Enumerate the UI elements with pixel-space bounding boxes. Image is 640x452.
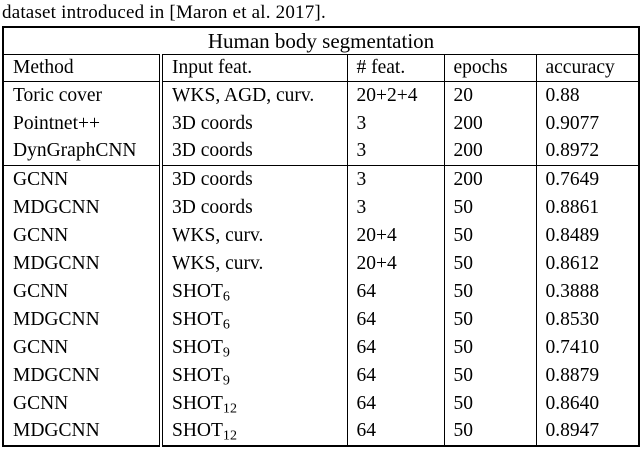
cell-input-feat: SHOT6 (159, 305, 347, 334)
input-feat-subscript: 6 (222, 288, 230, 304)
input-feat-subscript: 12 (222, 400, 237, 416)
table-row: MDGCNN WKS, curv. 20+4 50 0.8612 (3, 249, 640, 278)
cell-num-feat: 64 (346, 389, 444, 418)
cell-method: Pointnet++ (13, 112, 100, 134)
cell-method: Toric cover (13, 84, 103, 106)
cell-input-feat: SHOT9 (159, 361, 347, 390)
input-feat-subscript: 9 (222, 372, 230, 388)
table-title: Human body segmentation (3, 27, 640, 55)
table-row: GCNN WKS, curv. 20+4 50 0.8489 (3, 221, 640, 250)
cell-accuracy: 0.9077 (535, 109, 640, 138)
cell-method: MDGCNN (13, 196, 100, 218)
cell-input-feat: 3D coords (159, 137, 347, 166)
cell-num-feat: 64 (346, 277, 444, 306)
input-feat-subscript: 9 (222, 344, 230, 360)
cell-method: GCNN (13, 336, 69, 358)
cell-method: DynGraphCNN (3, 137, 161, 166)
cell-num-feat: 64 (346, 361, 444, 390)
cell-input-feat: WKS, curv. (159, 249, 347, 278)
col-header-accuracy: accuracy (535, 54, 640, 82)
input-feat-subscript: 12 (222, 427, 237, 444)
cell-epochs: 50 (443, 389, 536, 418)
cell-num-feat: 20+2+4 (346, 81, 444, 110)
cell-input-feat: 3D coords (159, 193, 347, 222)
cell-input-feat: WKS, curv. (159, 221, 347, 250)
table-row: GCNN 3D coords 3 200 0.7649 (3, 165, 640, 194)
cell-accuracy: 0.8640 (535, 389, 640, 418)
cell-input-feat: 3D coords (159, 109, 347, 138)
cell-method: MDGCNN (13, 364, 100, 386)
table-row: DynGraphCNN 3D coords 3 200 0.8972 (3, 137, 640, 166)
cell-epochs: 50 (443, 249, 536, 278)
table-row: GCNN SHOT6 64 50 0.3888 (3, 277, 640, 306)
cell-input-feat: SHOT6 (159, 277, 347, 306)
cell-method: MDGCNN (13, 252, 100, 274)
cell-epochs: 50 (443, 193, 536, 222)
cell-accuracy: 0.8947 (535, 417, 640, 446)
cell-method: GCNN (13, 392, 69, 414)
cell-accuracy: 0.8972 (535, 137, 640, 166)
cell-input-feat: WKS, AGD, curv. (159, 81, 347, 110)
cell-num-feat: 20+4 (346, 221, 444, 250)
cell-num-feat: 64 (346, 417, 444, 446)
cell-epochs: 200 (443, 109, 536, 138)
table-row: Toric cover WKS, AGD, curv. 20+2+4 20 0.88 (3, 81, 640, 110)
cell-num-feat: 20+4 (346, 249, 444, 278)
cell-accuracy: 0.8879 (535, 361, 640, 390)
cell-input-feat: SHOT12 (159, 417, 347, 446)
cell-epochs: 50 (443, 305, 536, 334)
cell-input-feat: SHOT9 (159, 333, 347, 362)
cell-method: GCNN (13, 168, 69, 190)
table-row: MDGCNN SHOT9 64 50 0.8879 (3, 361, 640, 390)
cell-method: GCNN (13, 280, 69, 302)
cell-epochs: 20 (443, 81, 536, 110)
table-body: Toric cover WKS, AGD, curv. 20+2+4 20 0.88 Po… (3, 81, 640, 446)
table-row: GCNN SHOT9 64 50 0.7410 (3, 333, 640, 362)
col-header-feat: # feat. (346, 54, 444, 82)
table-row: Pointnet++ 3D coords 3 200 0.9077 (3, 109, 640, 138)
cell-accuracy: 0.8489 (535, 221, 640, 250)
cell-num-feat: 64 (346, 305, 444, 334)
cell-epochs: 200 (443, 165, 536, 194)
cell-epochs: 50 (443, 333, 536, 362)
cell-method: MDGCNN (13, 420, 100, 441)
cell-num-feat: 3 (346, 109, 444, 138)
cell-accuracy: 0.8612 (535, 249, 640, 278)
cell-num-feat: 3 (346, 137, 444, 166)
cell-accuracy: 0.7410 (535, 333, 640, 362)
table-header-row: Method Input feat. # feat. epochs accuracy (3, 54, 640, 82)
table-row: MDGCNN 3D coords 3 50 0.8861 (3, 193, 640, 222)
cell-epochs: 50 (443, 277, 536, 306)
cell-input-feat: SHOT12 (159, 389, 347, 418)
table-title-row: Human body segmentation (3, 27, 640, 55)
cell-accuracy: 0.7649 (535, 165, 640, 194)
col-header-method: Method (3, 54, 161, 82)
cell-epochs: 200 (443, 137, 536, 166)
table-row: MDGCNN SHOT12 64 50 0.8947 (3, 417, 640, 446)
cell-accuracy: 0.88 (535, 81, 640, 110)
cell-num-feat: 3 (346, 193, 444, 222)
cell-accuracy: 0.8530 (535, 305, 640, 334)
cell-method: MDGCNN (13, 308, 100, 330)
cell-input-feat: 3D coords (159, 165, 347, 194)
table-row: GCNN SHOT12 64 50 0.8640 (3, 389, 640, 418)
cell-num-feat: 64 (346, 333, 444, 362)
col-header-epochs: epochs (443, 54, 536, 82)
cell-epochs: 50 (443, 417, 536, 446)
cell-accuracy: 0.3888 (535, 277, 640, 306)
col-header-input-feat: Input feat. (159, 54, 347, 82)
table-row: MDGCNN SHOT6 64 50 0.8530 (3, 305, 640, 334)
cell-method: GCNN (13, 224, 69, 246)
cell-epochs: 50 (443, 221, 536, 250)
cell-num-feat: 3 (346, 165, 444, 194)
cell-accuracy: 0.8861 (535, 193, 640, 222)
results-table: Human body segmentation Method Input feat… (2, 26, 640, 447)
cell-epochs: 50 (443, 361, 536, 390)
dataset-caption: dataset introduced in [Maron et al. 2017… (2, 2, 326, 23)
input-feat-subscript: 6 (222, 316, 230, 332)
